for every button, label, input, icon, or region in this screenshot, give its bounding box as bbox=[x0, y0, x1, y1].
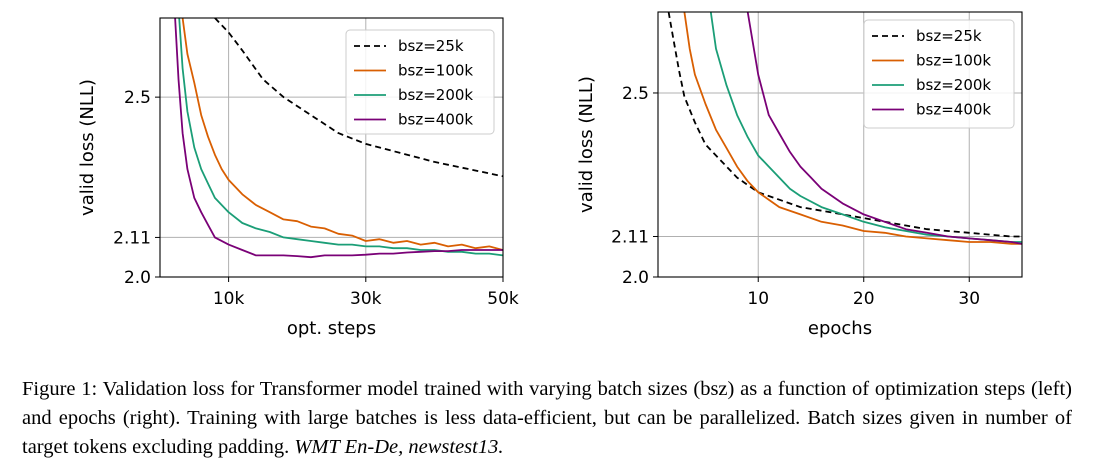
y-axis-label: valid loss (NLL) bbox=[576, 76, 597, 213]
y-tick-label: 2.5 bbox=[124, 88, 151, 108]
x-tick-label: 10k bbox=[213, 289, 245, 309]
y-tick-label: 2.0 bbox=[622, 268, 649, 288]
legend: bsz=25k bsz=100k bsz=200k bsz=400k bbox=[345, 29, 495, 135]
legend-label: bsz=200k bbox=[916, 76, 991, 94]
caption-dataset: WMT En-De, newstest13. bbox=[294, 436, 504, 458]
legend: bsz=25k bsz=100k bsz=200k bsz=400k bbox=[863, 19, 1015, 129]
x-tick-label: 30k bbox=[350, 289, 382, 309]
series-line-bsz-400k bbox=[746, 12, 1022, 245]
x-tick-label: 50k bbox=[487, 289, 519, 309]
x-axis-label: opt. steps bbox=[287, 318, 376, 339]
chart-panel-steps: 10k 30k 50k 2.0 2.11 2.5 opt. steps valid loss … bbox=[77, 17, 519, 339]
series-line-bsz-25k bbox=[214, 18, 503, 178]
legend-label: bsz=100k bbox=[398, 62, 473, 80]
figure-caption: Figure 1: Validation loss for Transforme… bbox=[22, 375, 1072, 462]
axes-frame bbox=[159, 17, 504, 278]
legend-box bbox=[345, 29, 495, 135]
y-tick-label: 2.11 bbox=[611, 228, 649, 248]
x-axis-label: epochs bbox=[808, 318, 872, 339]
chart-panel-epochs: 10 20 30 2.0 2.11 2.5 epochs valid loss (NLL) bs… bbox=[576, 11, 1023, 339]
caption-text: Figure 1: Validation loss for Transforme… bbox=[22, 378, 1072, 458]
legend-label: bsz=400k bbox=[398, 111, 473, 129]
y-tick-label: 2.5 bbox=[622, 84, 649, 104]
series-line-bsz-100k bbox=[181, 18, 503, 251]
y-tick-label: 2.0 bbox=[124, 268, 151, 288]
legend-box bbox=[863, 19, 1015, 129]
legend-label: bsz=25k bbox=[916, 27, 982, 45]
x-tick-label: 10 bbox=[747, 289, 769, 309]
series-line-bsz-400k bbox=[174, 18, 503, 259]
series-line-bsz-100k bbox=[683, 12, 1022, 245]
y-axis-label: valid loss (NLL) bbox=[77, 79, 98, 216]
x-tick-label: 20 bbox=[853, 289, 875, 309]
legend-label: bsz=100k bbox=[916, 52, 991, 70]
legend-label: bsz=200k bbox=[398, 86, 473, 104]
legend-label: bsz=400k bbox=[916, 101, 991, 119]
legend-label: bsz=25k bbox=[398, 37, 464, 55]
axes-frame bbox=[657, 11, 1023, 278]
series-line-bsz-25k bbox=[667, 12, 1022, 238]
y-tick-label: 2.11 bbox=[113, 228, 151, 248]
x-tick-label: 30 bbox=[958, 289, 980, 309]
